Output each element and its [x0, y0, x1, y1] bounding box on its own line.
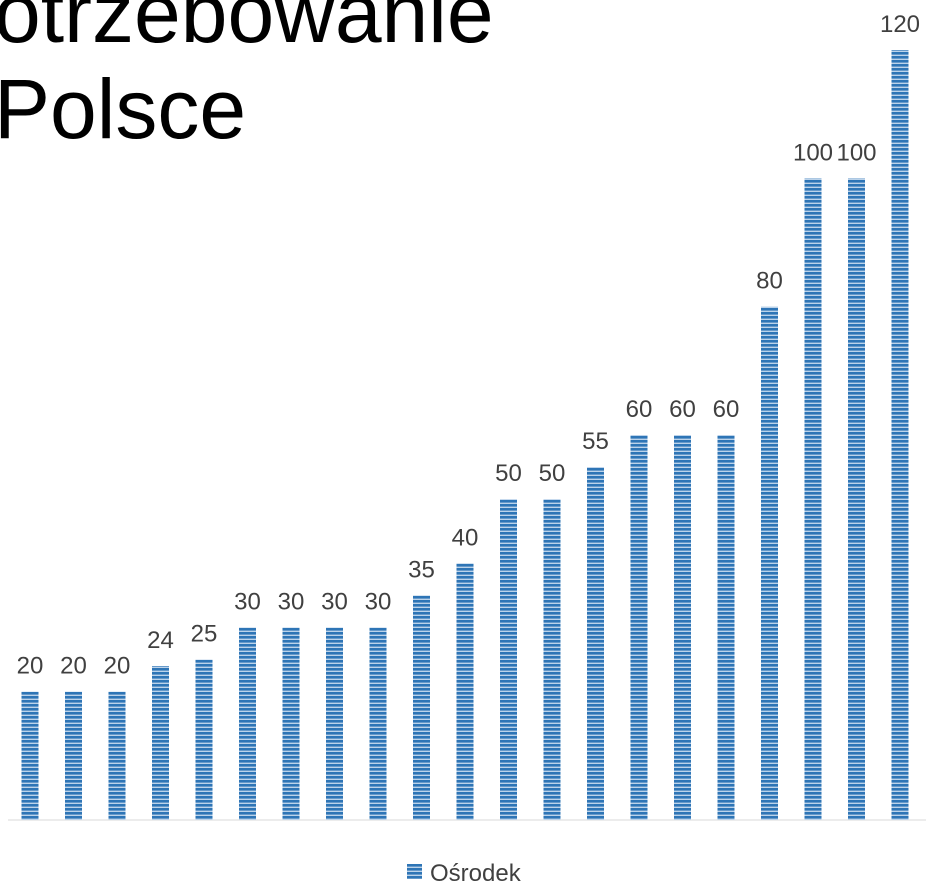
bar — [369, 627, 387, 820]
bar — [239, 627, 256, 820]
bar — [456, 563, 474, 820]
value-label: 30 — [234, 589, 261, 616]
legend-label: Ośrodek — [430, 860, 522, 885]
bar — [152, 666, 169, 820]
value-label: 80 — [756, 268, 783, 295]
bar — [717, 435, 735, 820]
value-label: 60 — [626, 396, 653, 423]
value-label: 120 — [880, 11, 920, 38]
value-label: 100 — [836, 139, 876, 166]
bar — [848, 178, 865, 821]
bar — [543, 499, 561, 820]
bar — [326, 627, 343, 820]
bar — [65, 691, 82, 820]
value-label: 30 — [278, 589, 305, 616]
value-label: 35 — [408, 556, 435, 583]
value-label: 55 — [582, 428, 609, 455]
value-label: 30 — [365, 589, 392, 616]
value-label: 24 — [147, 627, 174, 654]
value-label: 20 — [17, 653, 44, 680]
chart-title: otrzebowanie — [0, 0, 494, 60]
bar — [108, 691, 126, 820]
value-label: 100 — [793, 139, 833, 166]
value-label: 50 — [539, 460, 566, 487]
value-label: 30 — [321, 589, 348, 616]
value-label: 20 — [60, 653, 87, 680]
bar — [891, 50, 909, 820]
chart-title: Polsce — [0, 62, 246, 156]
legend-swatch — [407, 864, 422, 879]
value-label: 60 — [669, 396, 696, 423]
bar — [195, 659, 213, 820]
value-label: 50 — [495, 460, 522, 487]
bar — [761, 306, 778, 821]
bar — [413, 595, 430, 820]
value-label: 25 — [191, 621, 218, 648]
bar — [804, 178, 822, 821]
value-label: 40 — [452, 524, 479, 551]
bar — [630, 435, 648, 820]
bar — [500, 499, 517, 820]
value-label: 60 — [713, 396, 740, 423]
bar — [587, 467, 604, 820]
value-label: 20 — [104, 653, 131, 680]
bar — [21, 691, 39, 820]
bar — [674, 435, 691, 820]
bar — [282, 627, 300, 820]
